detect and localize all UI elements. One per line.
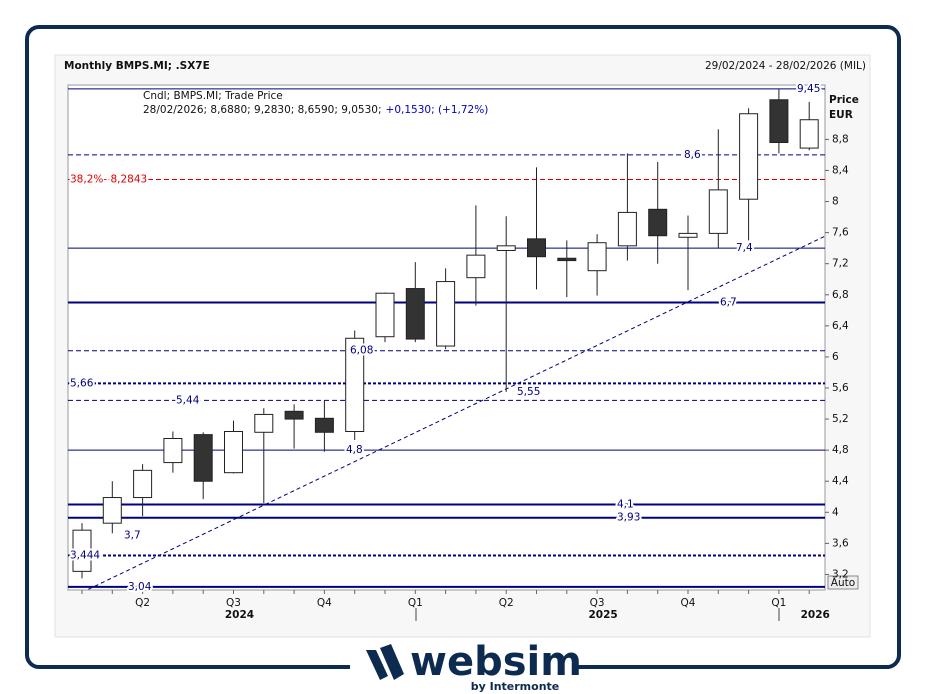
candle-body xyxy=(739,113,759,200)
level-label: 8,6 xyxy=(684,149,701,161)
level-label: 3,444 xyxy=(70,550,100,562)
y-tick-label: 4,8 xyxy=(832,444,849,456)
plot xyxy=(68,88,825,590)
level-label: 9,45 xyxy=(797,83,820,95)
y-axis-unit: EUR xyxy=(829,109,853,121)
year-label: 2024 xyxy=(225,609,254,621)
level-label: 4,1 xyxy=(617,499,634,511)
y-tick-label: 4,4 xyxy=(832,475,849,487)
candle-body xyxy=(436,281,456,347)
candle-body xyxy=(102,497,122,524)
level-label: 6,7 xyxy=(720,297,737,309)
level-label: 4,8 xyxy=(346,444,363,456)
y-tick-label: 5,2 xyxy=(832,413,849,425)
y-tick-label: 6 xyxy=(832,351,839,363)
level-label: 3,93 xyxy=(617,512,640,524)
y-tick-label: 8,8 xyxy=(832,133,849,145)
candle-body xyxy=(72,529,92,572)
scale-mode-box[interactable] xyxy=(827,575,859,590)
candle-body xyxy=(163,438,183,464)
year-label: 2026 xyxy=(801,609,830,621)
candle-body xyxy=(587,242,607,272)
candle-body xyxy=(799,119,819,149)
level-label: 3,04 xyxy=(128,581,152,593)
y-tick-label: 4 xyxy=(832,506,839,518)
logo-mark xyxy=(380,644,404,680)
level-label: 7,4 xyxy=(736,242,753,254)
chart-title: Monthly BMPS.MI; .SX7E xyxy=(64,60,210,72)
candle-body xyxy=(224,431,243,474)
candle-body xyxy=(133,469,153,499)
logo-text: websim xyxy=(410,639,582,685)
scale-mode[interactable]: Auto xyxy=(831,577,855,589)
x-tick-label: Q1 xyxy=(408,597,423,609)
candle-body xyxy=(648,208,668,237)
candle-body xyxy=(284,410,304,420)
x-tick-label: Q2 xyxy=(499,597,514,609)
x-tick-label: Q4 xyxy=(681,597,696,609)
legend-line: 28/02/2026; 8,6880; 9,2830; 8,6590; 9,05… xyxy=(143,104,488,116)
date-range: 29/02/2024 - 28/02/2026 (MIL) xyxy=(705,60,866,72)
y-tick-label: 8 xyxy=(832,196,839,208)
y-tick-label: 7,2 xyxy=(832,258,849,270)
x-tick-label: Q4 xyxy=(317,597,332,609)
legend-values: 28/02/2026; 8,6880; 9,2830; 8,6590; 9,05… xyxy=(143,104,382,116)
y-tick-label: 6,4 xyxy=(832,320,849,332)
candle-body xyxy=(496,245,516,251)
y-tick-label: 6,8 xyxy=(832,289,849,301)
level-label: 38,2%- 8,2843 xyxy=(70,173,147,185)
logo-tagline: by Intermonte xyxy=(471,680,560,693)
x-tick-label: Q1 xyxy=(771,597,786,609)
level-label: 5,66 xyxy=(70,377,94,389)
candle-body xyxy=(466,254,486,279)
trendline xyxy=(85,236,825,590)
candle-body xyxy=(405,288,425,340)
y-axis-title: Price xyxy=(829,94,859,106)
candle-body xyxy=(708,189,728,234)
candle-body xyxy=(678,232,698,238)
point-label: 5,55 xyxy=(517,386,540,398)
candle-body xyxy=(254,413,274,433)
logo-mark xyxy=(366,650,388,680)
y-tick-label: 5,6 xyxy=(832,382,849,394)
candle-body xyxy=(375,292,395,338)
y-tick-label: 7,6 xyxy=(832,227,849,239)
x-tick-label: Q3 xyxy=(590,597,605,609)
x-tick-label: Q3 xyxy=(226,597,241,609)
candle-body xyxy=(314,417,334,433)
candle-body xyxy=(193,434,213,482)
x-tick-label: Q2 xyxy=(135,597,150,609)
y-tick-label: 3,6 xyxy=(832,537,849,549)
level-label: 6,08 xyxy=(350,345,373,357)
level-label: 5,44 xyxy=(176,394,200,406)
year-label: 2025 xyxy=(588,609,617,621)
y-tick-label: 8,4 xyxy=(832,164,849,176)
legend-title: Cndl; BMPS.MI; Trade Price xyxy=(143,90,283,102)
candle-body xyxy=(769,99,789,143)
y-tick-label: 3,2 xyxy=(832,568,849,580)
point-label: 3,7 xyxy=(124,530,141,542)
legend-change: +0,1530; (+1,72%) xyxy=(386,104,489,116)
candle-body xyxy=(617,211,637,247)
candle-body xyxy=(557,257,577,262)
candle-body xyxy=(527,238,546,258)
candle-body xyxy=(345,337,365,433)
